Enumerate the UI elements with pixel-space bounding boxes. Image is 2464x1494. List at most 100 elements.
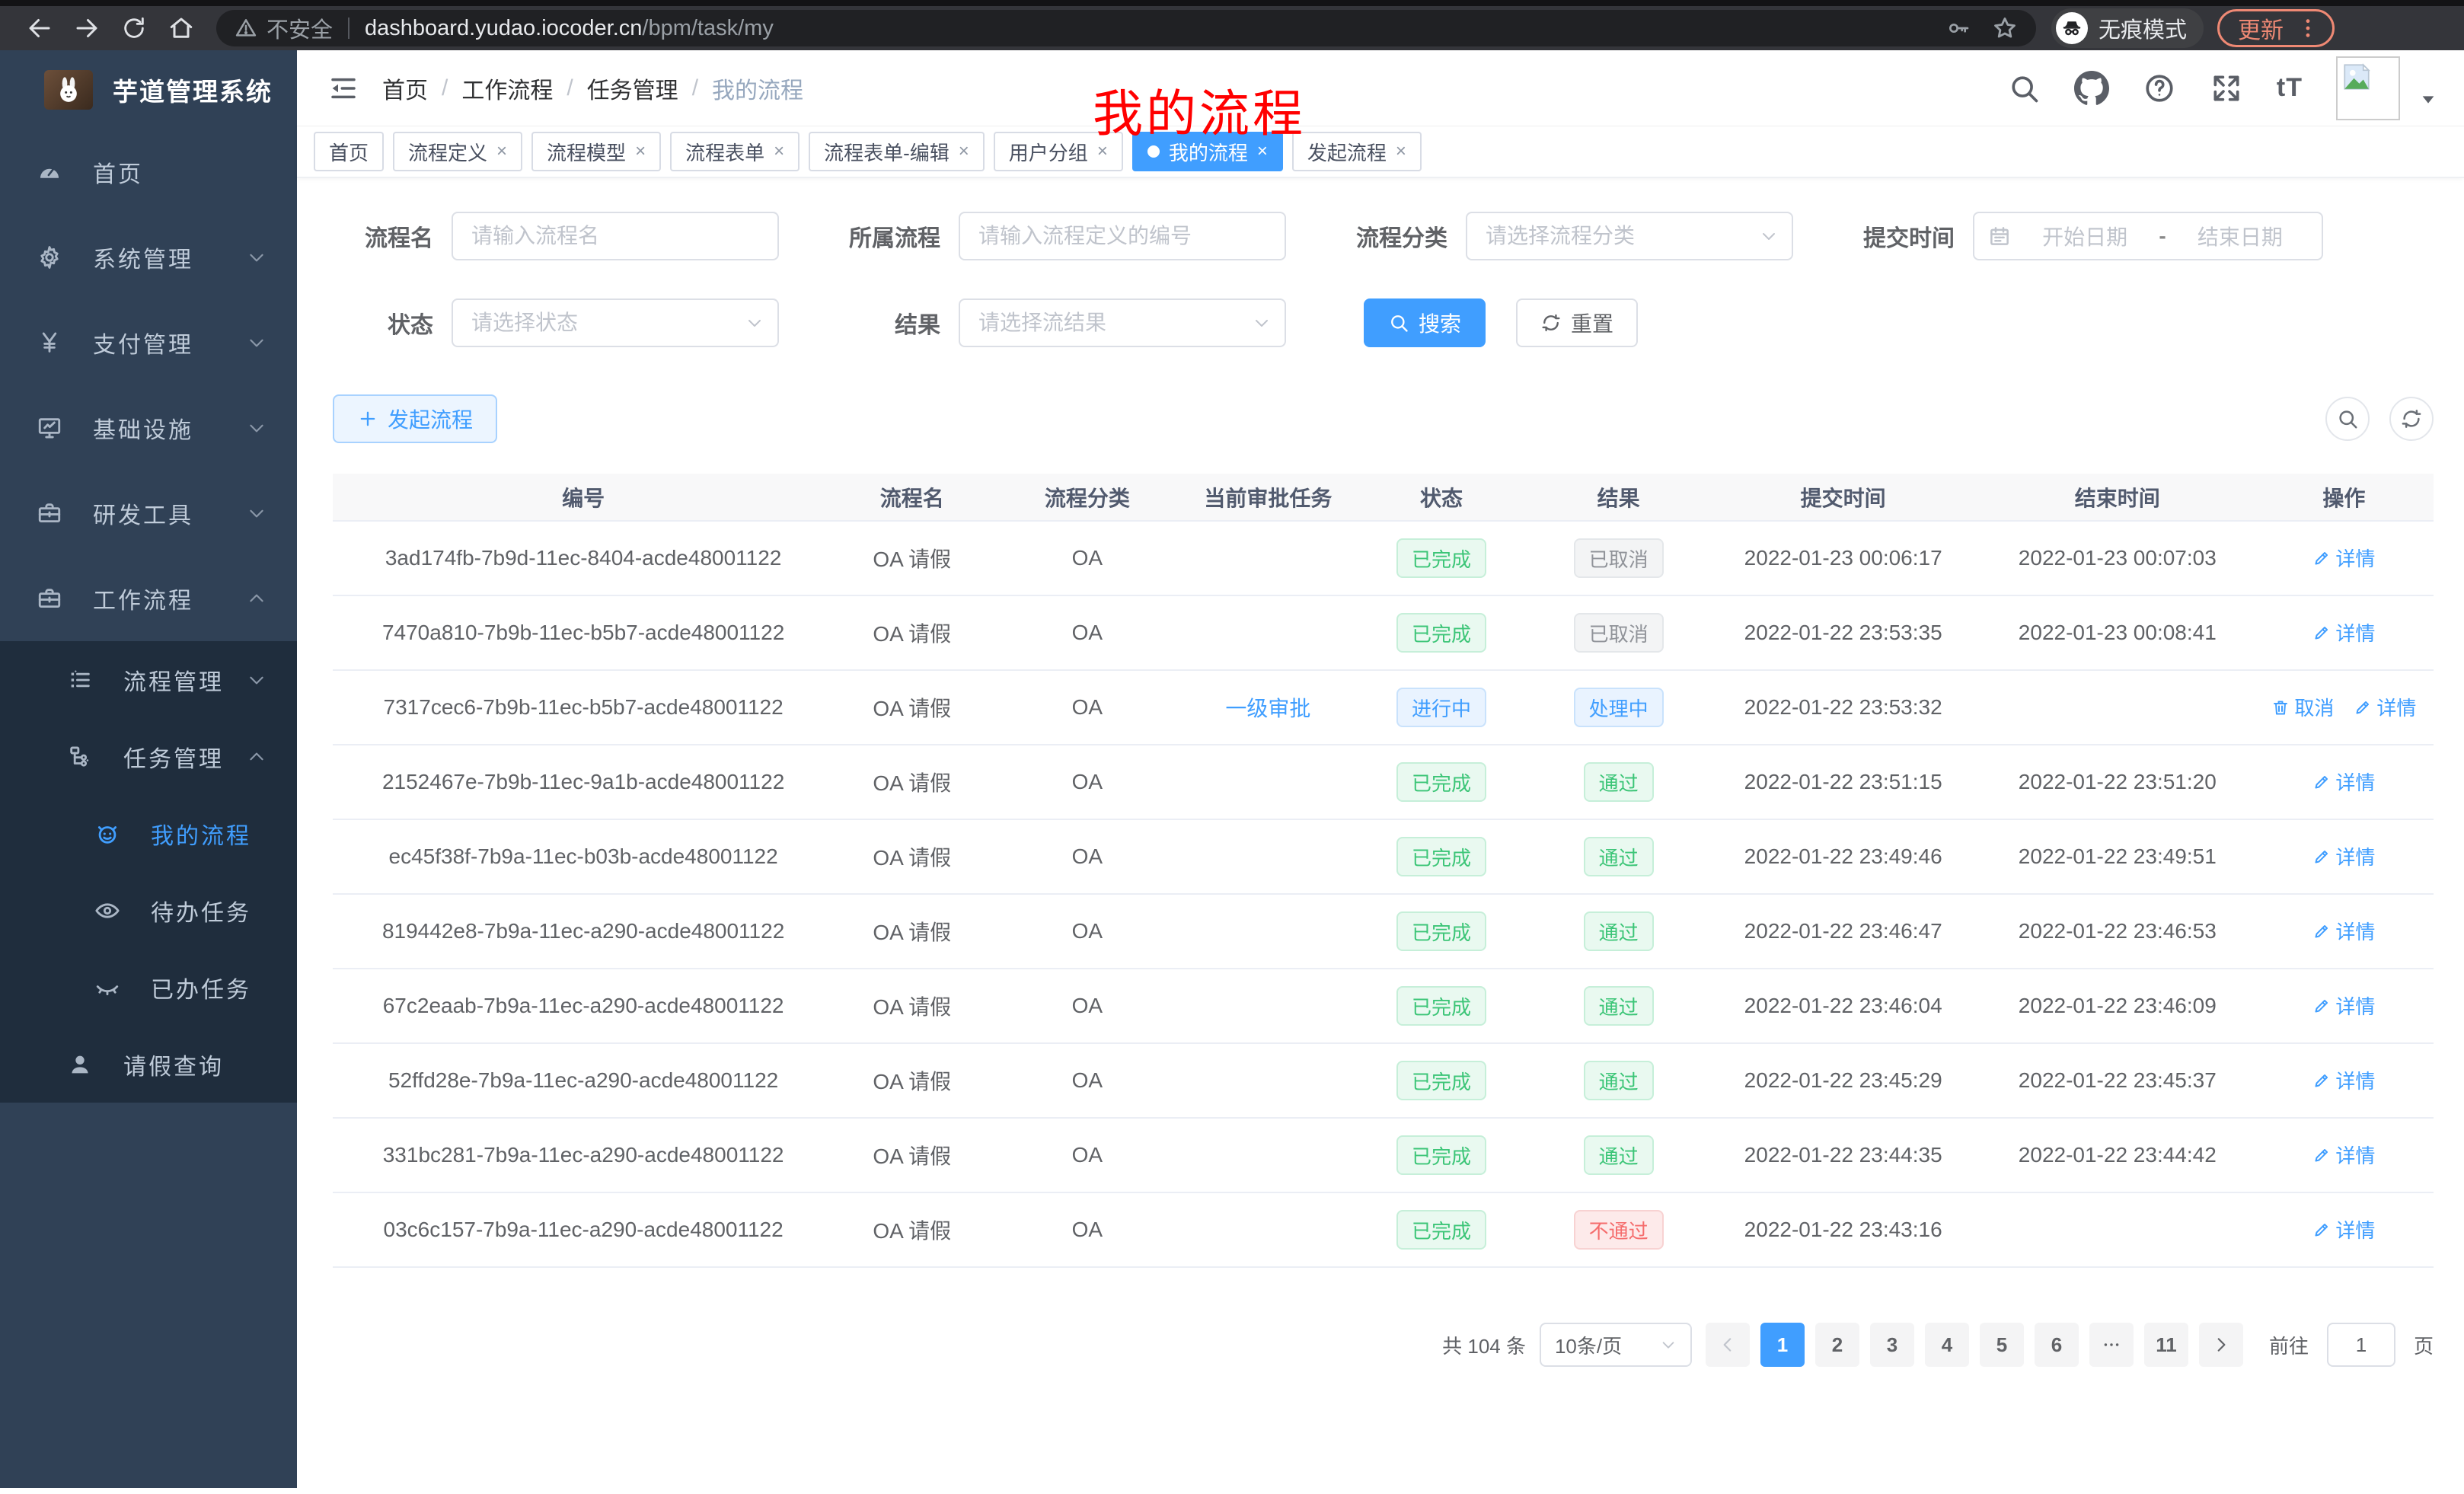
- cell-process-category: OA: [990, 1192, 1185, 1268]
- process-definition-input[interactable]: [959, 212, 1286, 260]
- reset-button[interactable]: 重置: [1516, 298, 1639, 347]
- sidebar-item-流程管理[interactable]: 流程管理: [0, 641, 297, 718]
- tab-close-icon[interactable]: ×: [1256, 141, 1268, 161]
- detail-action-button[interactable]: 详情: [2312, 842, 2375, 870]
- avatar-caret-icon[interactable]: [2420, 91, 2437, 108]
- cancel-action-button[interactable]: 取消: [2271, 693, 2334, 721]
- sidebar-item-支付管理[interactable]: 支付管理: [0, 300, 297, 385]
- tab-close-icon[interactable]: ×: [496, 141, 508, 161]
- tab-首页[interactable]: 首页: [314, 132, 385, 171]
- more-pages-button[interactable]: [2089, 1323, 2134, 1367]
- avatar[interactable]: [2336, 56, 2400, 120]
- tab-close-icon[interactable]: ×: [774, 141, 785, 161]
- sidebar-item-任务管理[interactable]: 任务管理: [0, 718, 297, 795]
- header-search-icon[interactable]: [2007, 72, 2041, 105]
- status-label: 状态: [388, 313, 433, 338]
- detail-action-button[interactable]: 详情: [2312, 1141, 2375, 1169]
- tab-发起流程[interactable]: 发起流程 ×: [1291, 132, 1422, 171]
- sidebar-item-请假查询[interactable]: 请假查询: [0, 1026, 297, 1103]
- tab-用户分组[interactable]: 用户分组 ×: [993, 132, 1123, 171]
- status-select[interactable]: [452, 298, 779, 347]
- table-row: 67c2eaab-7b9a-11ec-a290-acde48001122 OA 请…: [333, 969, 2434, 1044]
- monitor-icon: [32, 415, 67, 441]
- browser-update-button[interactable]: 更新: [2217, 9, 2335, 47]
- browser-menu-dots-icon[interactable]: [2296, 16, 2320, 40]
- sidebar-item-系统管理[interactable]: 系统管理: [0, 215, 297, 300]
- detail-action-button[interactable]: 详情: [2312, 1215, 2375, 1243]
- browser-back-button[interactable]: [20, 8, 59, 48]
- sidebar-item-基础设施[interactable]: 基础设施: [0, 385, 297, 471]
- browser-home-button[interactable]: [161, 8, 201, 48]
- font-size-icon[interactable]: tT: [2276, 73, 2303, 102]
- breadcrumb: 首页 / 工作流程 / 任务管理 / 我的流程: [382, 72, 803, 105]
- sidebar-item-研发工具[interactable]: 研发工具: [0, 471, 297, 556]
- page-size-select[interactable]: 10条/页: [1539, 1323, 1692, 1367]
- column-header-当前审批任务: 当前审批任务: [1184, 474, 1352, 521]
- page-button-6[interactable]: 6: [2034, 1323, 2079, 1367]
- tab-流程定义[interactable]: 流程定义 ×: [393, 132, 523, 171]
- page-button-4[interactable]: 4: [1924, 1323, 1969, 1367]
- tab-流程表单-编辑[interactable]: 流程表单-编辑 ×: [809, 132, 985, 171]
- cell-actions: 详情: [2254, 969, 2434, 1044]
- password-key-icon[interactable]: [1946, 16, 1971, 40]
- chevron-down-icon: [1760, 227, 1778, 245]
- sidebar-item-label: 研发工具: [93, 503, 193, 528]
- reload-icon: [121, 15, 147, 41]
- search-button[interactable]: 搜索: [1364, 298, 1486, 347]
- result-select[interactable]: [959, 298, 1286, 347]
- app-title: 芋道管理系统: [113, 78, 273, 106]
- create-process-button[interactable]: 发起流程: [333, 394, 498, 443]
- sidebar-item-首页[interactable]: 首页: [0, 129, 297, 215]
- breadcrumb-item[interactable]: 任务管理: [586, 78, 678, 104]
- detail-action-button[interactable]: 详情: [2312, 618, 2375, 646]
- address-bar[interactable]: 不安全 dashboard.yudao.iocoder.cn/bpm/task/…: [216, 10, 2036, 46]
- tab-close-icon[interactable]: ×: [1096, 141, 1108, 161]
- sidebar-item-已办任务[interactable]: 已办任务: [0, 949, 297, 1026]
- github-icon[interactable]: [2073, 70, 2109, 106]
- insecure-label: 不安全: [267, 18, 334, 43]
- tab-流程模型[interactable]: 流程模型 ×: [531, 132, 662, 171]
- page-button-2[interactable]: 2: [1814, 1323, 1859, 1367]
- browser-reload-button[interactable]: [114, 8, 154, 48]
- detail-action-button[interactable]: 详情: [2312, 1066, 2375, 1094]
- fullscreen-icon[interactable]: [2210, 72, 2243, 105]
- process-category-select[interactable]: [1466, 212, 1793, 260]
- process-name-input[interactable]: [452, 212, 779, 260]
- tab-close-icon[interactable]: ×: [958, 141, 969, 161]
- sidebar-item-工作流程[interactable]: 工作流程: [0, 556, 297, 641]
- detail-action-button[interactable]: 详情: [2312, 768, 2375, 796]
- tab-close-icon[interactable]: ×: [635, 141, 646, 161]
- bookmark-star-icon[interactable]: [1992, 15, 2018, 41]
- sidebar-item-待办任务[interactable]: 待办任务: [0, 872, 297, 949]
- app-logo[interactable]: 芋道管理系统: [0, 50, 297, 129]
- tab-close-icon[interactable]: ×: [1395, 141, 1406, 161]
- help-question-icon[interactable]: [2143, 72, 2176, 105]
- detail-action-button[interactable]: 详情: [2312, 544, 2375, 572]
- toggle-search-button[interactable]: [2325, 397, 2370, 441]
- action-label: 详情: [2335, 547, 2376, 571]
- page-button-5[interactable]: 5: [1979, 1323, 2024, 1367]
- filter-row-2: 状态 结果 搜索 重置: [333, 298, 2434, 347]
- table-header-row: 编号 流程名 流程分类 当前审批任务 状态 结果 提交时间 结束时间 操作: [333, 474, 2434, 521]
- submit-time-range-picker[interactable]: 开始日期 - 结束日期: [1973, 212, 2323, 260]
- sidebar-item-我的流程[interactable]: 我的流程: [0, 795, 297, 872]
- page-button-11[interactable]: 11: [2143, 1323, 2188, 1367]
- cell-result: 通过: [1530, 745, 1706, 820]
- next-page-button[interactable]: [2198, 1323, 2243, 1367]
- detail-action-button[interactable]: 详情: [2354, 693, 2416, 721]
- breadcrumb-item[interactable]: 首页: [382, 78, 428, 104]
- breadcrumb-item[interactable]: 工作流程: [461, 78, 554, 104]
- detail-action-button[interactable]: 详情: [2312, 917, 2375, 945]
- cell-result: 通过: [1530, 1043, 1706, 1119]
- goto-page-input[interactable]: [2326, 1323, 2395, 1367]
- tab-流程表单[interactable]: 流程表单 ×: [670, 132, 800, 171]
- browser-forward-button[interactable]: [67, 8, 107, 48]
- page-button-3[interactable]: 3: [1869, 1323, 1914, 1367]
- current-task-link[interactable]: 一级审批: [1225, 697, 1311, 720]
- tab-我的流程[interactable]: 我的流程 ×: [1131, 132, 1283, 171]
- sidebar-toggle-button[interactable]: [327, 72, 359, 104]
- page-button-1[interactable]: 1: [1760, 1323, 1805, 1367]
- refresh-table-button[interactable]: [2389, 397, 2434, 441]
- detail-action-button[interactable]: 详情: [2312, 991, 2375, 1020]
- prev-page-button[interactable]: [1705, 1323, 1750, 1367]
